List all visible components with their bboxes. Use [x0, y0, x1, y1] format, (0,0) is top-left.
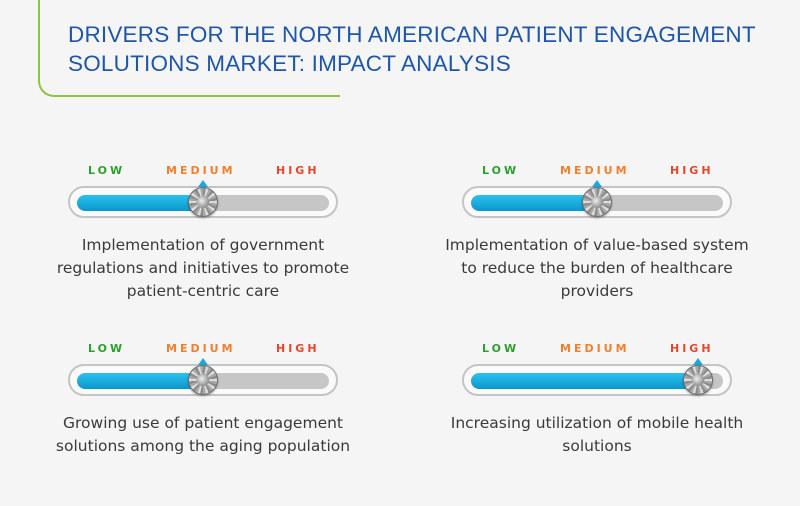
driver-card: LOW MEDIUM HIGH Implementation of govern…	[57, 164, 398, 324]
driver-card: LOW MEDIUM HIGH Growing use of patient e…	[56, 342, 398, 502]
gauge-fill	[77, 195, 203, 211]
gauge-track	[471, 373, 723, 389]
scale-label-low: LOW	[482, 342, 520, 355]
impact-gauge	[68, 358, 338, 396]
gauge-pointer-icon	[198, 358, 208, 365]
driver-description: Increasing utilization of mobile health …	[450, 414, 744, 455]
gauge-pointer-icon	[198, 180, 208, 187]
scale-label-low: LOW	[88, 342, 126, 355]
impact-scale-labels: LOW MEDIUM HIGH	[68, 164, 398, 178]
scale-label-high: HIGH	[670, 164, 714, 177]
gauge-fill	[471, 195, 597, 211]
scale-label-high: HIGH	[670, 342, 714, 355]
scale-label-medium: MEDIUM	[560, 342, 630, 355]
gauge-fill	[471, 373, 698, 389]
impact-scale-labels: LOW MEDIUM HIGH	[462, 164, 792, 178]
gauge-knob-icon	[682, 365, 713, 395]
impact-scale-labels: LOW MEDIUM HIGH	[68, 342, 398, 356]
gauge-pointer-icon	[592, 180, 602, 187]
driver-description: Implementation of value-based system to …	[445, 236, 749, 300]
scale-label-medium: MEDIUM	[166, 164, 236, 177]
impact-gauge	[68, 180, 338, 218]
gauge-knob-icon	[188, 187, 218, 217]
title-accent-frame	[38, 0, 340, 97]
scale-label-low: LOW	[482, 164, 520, 177]
impact-scale-labels: LOW MEDIUM HIGH	[462, 342, 792, 356]
scale-label-medium: MEDIUM	[166, 342, 236, 355]
gauge-pointer-icon	[692, 358, 703, 365]
page-title: DRIVERS FOR THE NORTH AMERICAN PATIENT E…	[68, 22, 756, 76]
driver-card: LOW MEDIUM HIGH Increasing utilization o…	[451, 342, 792, 502]
gauge-fill	[77, 373, 203, 389]
scale-label-low: LOW	[88, 164, 126, 177]
impact-gauge	[462, 180, 732, 218]
gauge-knob-icon	[188, 365, 218, 395]
scale-label-high: HIGH	[276, 342, 320, 355]
gauge-knob-icon	[582, 187, 612, 217]
scale-label-medium: MEDIUM	[560, 164, 630, 177]
impact-gauge	[462, 358, 732, 396]
driver-description: Implementation of government regulations…	[56, 236, 350, 300]
driver-description: Growing use of patient engagement soluti…	[55, 414, 351, 455]
scale-label-high: HIGH	[276, 164, 320, 177]
driver-card: LOW MEDIUM HIGH Implementation of value-…	[445, 164, 792, 324]
